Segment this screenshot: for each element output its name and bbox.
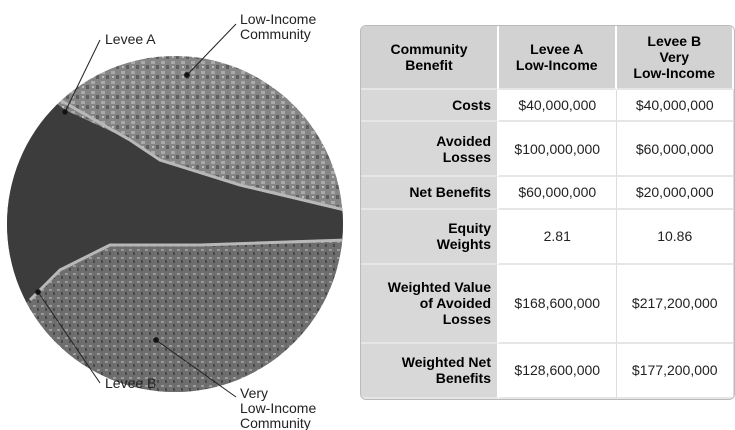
- value-cell: $217,200,000: [617, 265, 735, 344]
- row-label: Net Benefits: [361, 177, 499, 209]
- page: Levee A Levee B Low-IncomeCommunity Very…: [0, 0, 735, 430]
- row-label: Costs: [361, 90, 499, 122]
- cell-line: Net Benefits: [409, 184, 491, 200]
- cell-line: Community: [391, 41, 468, 57]
- label-line: Very: [240, 385, 268, 401]
- cell-line: Benefit: [405, 57, 452, 73]
- cell-line: Equity: [448, 220, 491, 236]
- cell-line: Low-Income: [633, 65, 715, 81]
- cell-line: Weights: [437, 236, 491, 252]
- value-cell: $168,600,000: [499, 265, 617, 344]
- table-row: Net Benefits $60,000,000$20,000,000: [361, 177, 734, 209]
- cell-line: Costs: [452, 97, 491, 113]
- value-cell: $60,000,000: [617, 122, 735, 177]
- value-cell: $40,000,000: [617, 90, 735, 122]
- cell-line: of Avoided: [420, 295, 491, 311]
- value-cell: $40,000,000: [499, 90, 617, 122]
- value-cell: $177,200,000: [617, 344, 735, 399]
- cell-line: Losses: [443, 149, 491, 165]
- label-line: Community: [240, 415, 311, 430]
- value-cell: 10.86: [617, 210, 735, 265]
- value-cell: $128,600,000: [499, 344, 617, 399]
- label-levee-a: Levee A: [105, 31, 156, 47]
- label-levee-b: Levee B: [105, 375, 156, 391]
- label-line: Community: [240, 26, 311, 42]
- value-cell: $20,000,000: [617, 177, 735, 209]
- cell-line: Weighted Value: [388, 279, 491, 295]
- cell-line: Weighted Net: [402, 354, 491, 370]
- cell-line: Avoided: [436, 133, 491, 149]
- cell-line: Low-Income: [516, 57, 598, 73]
- value-cell: 2.81: [499, 210, 617, 265]
- label-line: Low-Income: [240, 11, 316, 27]
- label-line: Low-Income: [240, 400, 316, 416]
- value-cell: $60,000,000: [499, 177, 617, 209]
- cell-line: Very: [659, 49, 689, 65]
- cell-line: Levee B: [647, 33, 701, 49]
- value-cell: $100,000,000: [499, 122, 617, 177]
- cell-line: Benefits: [436, 370, 491, 386]
- cell-line: Levee A: [530, 41, 583, 57]
- aerial-image: [0, 50, 360, 410]
- cell-line: Losses: [443, 311, 491, 327]
- table-row: Costs $40,000,000$40,000,000: [361, 90, 734, 122]
